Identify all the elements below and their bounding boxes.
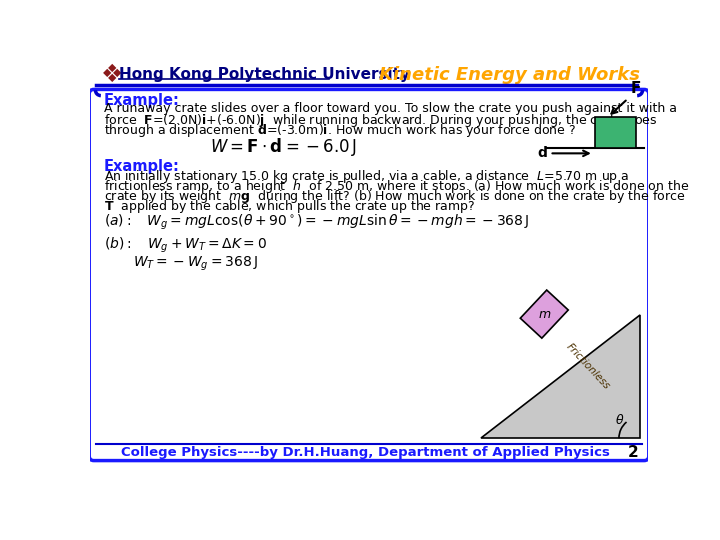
Polygon shape	[521, 290, 568, 338]
Text: An initially stationary 15.0 kg crate is pulled, via a cable, a distance  $L$=5.: An initially stationary 15.0 kg crate is…	[104, 168, 629, 185]
Text: Example:: Example:	[104, 159, 180, 174]
Text: Kinetic Energy and Works: Kinetic Energy and Works	[379, 66, 640, 84]
Text: through a displacement $\mathbf{d}$=(-3.0m)$\mathbf{i}$. How much work has your : through a displacement $\mathbf{d}$=(-3.…	[104, 122, 576, 139]
Text: crate by its weight  $m\mathbf{g}$  during the lift? (b) How much work is done o: crate by its weight $m\mathbf{g}$ during…	[104, 188, 685, 205]
Text: A runaway crate slides over a floor toward you. To slow the crate you push again: A runaway crate slides over a floor towa…	[104, 102, 677, 115]
Text: $W_T = -W_g = 368\,\mathrm{J}$: $W_T = -W_g = 368\,\mathrm{J}$	[132, 255, 258, 273]
Text: $m$: $m$	[538, 308, 551, 321]
Text: F: F	[630, 82, 641, 96]
Polygon shape	[482, 315, 640, 438]
Text: d: d	[537, 146, 547, 160]
Text: Hong Kong Polytechnic University: Hong Kong Polytechnic University	[120, 68, 410, 82]
Text: $\mathbf{T}$  applied by the cable, which pulls the crate up the ramp?: $\mathbf{T}$ applied by the cable, which…	[104, 198, 475, 215]
Text: $\theta$: $\theta$	[615, 413, 624, 427]
FancyBboxPatch shape	[595, 117, 636, 148]
Text: 2: 2	[628, 444, 639, 460]
Text: $(b):\quad W_g + W_T = \Delta K = 0$: $(b):\quad W_g + W_T = \Delta K = 0$	[104, 236, 267, 255]
FancyBboxPatch shape	[89, 90, 649, 461]
Text: ❖: ❖	[101, 63, 123, 87]
Text: $W = \mathbf{F} \cdot \mathbf{d} = -6.0\,\mathrm{J}$: $W = \mathbf{F} \cdot \mathbf{d} = -6.0\…	[210, 137, 357, 158]
Text: Example:: Example:	[104, 92, 180, 107]
Text: $(a):\quad W_g = mgL\cos\!\left(\theta+90^\circ\right)= -mgL\sin\theta = -mgh = : $(a):\quad W_g = mgL\cos\!\left(\theta+9…	[104, 213, 529, 232]
Text: Frictionless: Frictionless	[564, 342, 612, 392]
Text: force  $\mathbf{F}$=(2.0N)$\mathbf{i}$+(-6.0N)$\mathbf{j}$  while running backwa: force $\mathbf{F}$=(2.0N)$\mathbf{i}$+(-…	[104, 112, 657, 129]
Text: frictionless ramp, to a height  $h$  of 2.50 m, where it stops. (a) How much wor: frictionless ramp, to a height $h$ of 2.…	[104, 178, 689, 195]
Text: College Physics----by Dr.H.Huang, Department of Applied Physics: College Physics----by Dr.H.Huang, Depart…	[121, 446, 610, 458]
